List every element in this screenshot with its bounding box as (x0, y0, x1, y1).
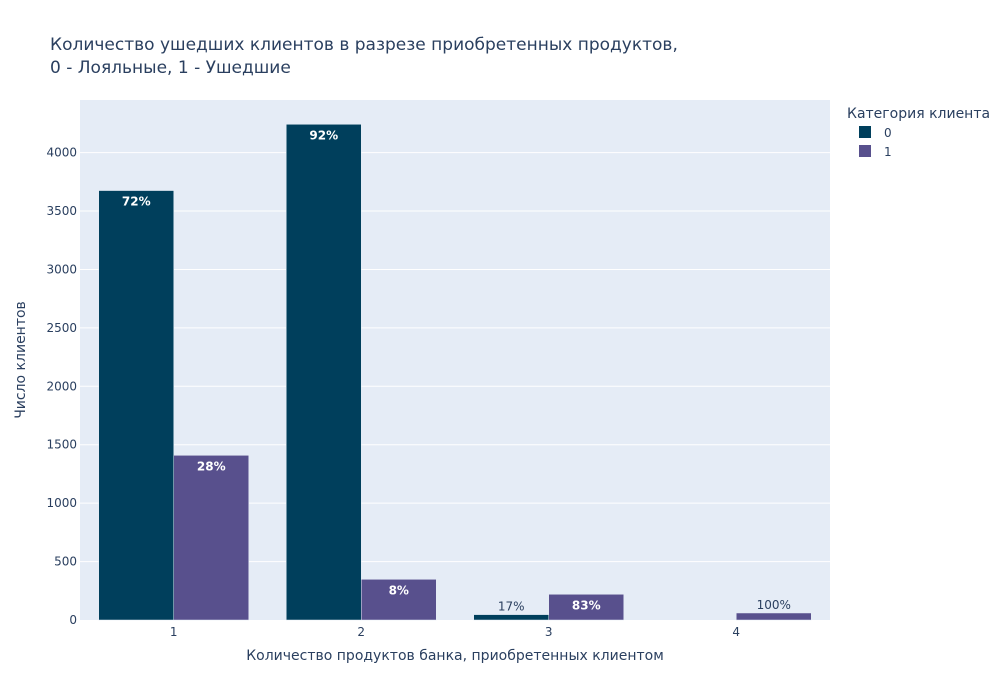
bars (98, 124, 812, 621)
x-tick-label: 4 (732, 625, 740, 639)
y-tick-label: 0 (69, 613, 77, 627)
x-tick-label: 2 (357, 625, 365, 639)
x-tick-labels: 1 2 3 4 (170, 625, 740, 639)
legend-item-0[interactable]: 0 (859, 126, 892, 140)
bar-series-0-cat-1[interactable] (98, 190, 174, 621)
legend-item-1[interactable]: 1 (859, 145, 892, 159)
chart-title-line-2: 0 - Лояльные, 1 - Ушедшие (50, 58, 291, 78)
bar-series-0-cat-2[interactable] (286, 124, 362, 621)
legend: Категория клиента 0 1 (847, 106, 990, 159)
y-tick-label: 3000 (46, 262, 77, 276)
y-tick-labels: 0 500 1000 1500 2000 2500 3000 3500 4000 (46, 146, 77, 627)
y-tick-label: 500 (54, 555, 77, 569)
bar-series-0-cat-3[interactable] (473, 614, 549, 621)
y-axis-title: Число клиентов (13, 301, 29, 419)
bar-value-label: 83% (572, 598, 601, 612)
bar-series-1-cat-1[interactable] (173, 455, 249, 621)
bar-value-label: 28% (197, 459, 226, 473)
y-tick-label: 2000 (46, 379, 77, 393)
y-tick-label: 1000 (46, 496, 77, 510)
chart-title-line-1: Количество ушедших клиентов в разрезе пр… (50, 35, 678, 55)
legend-label-1: 1 (884, 145, 892, 159)
y-tick-label: 3500 (46, 204, 77, 218)
y-tick-label: 4000 (46, 146, 77, 160)
y-tick-label: 1500 (46, 438, 77, 452)
bar-value-label: 92% (309, 128, 338, 142)
bar-series-1-cat-4[interactable] (736, 612, 812, 621)
bar-value-label: 72% (122, 195, 151, 209)
x-tick-label: 1 (170, 625, 178, 639)
x-axis-title: Количество продуктов банка, приобретенны… (246, 648, 664, 664)
bar-labels: 72% 28% 92% 8% 17% 83% 100% (122, 128, 791, 613)
bar-value-label: 100% (757, 598, 791, 612)
y-tick-label: 2500 (46, 321, 77, 335)
bar-series-1-cat-3[interactable] (548, 594, 624, 621)
bar-value-label: 8% (389, 583, 409, 597)
legend-swatch-1 (859, 145, 871, 157)
bar-series-1-cat-2[interactable] (361, 579, 437, 621)
bar-value-label: 17% (498, 600, 525, 614)
legend-title: Категория клиента (847, 106, 990, 122)
x-tick-label: 3 (545, 625, 553, 639)
legend-swatch-0 (859, 126, 871, 138)
legend-label-0: 0 (884, 126, 892, 140)
